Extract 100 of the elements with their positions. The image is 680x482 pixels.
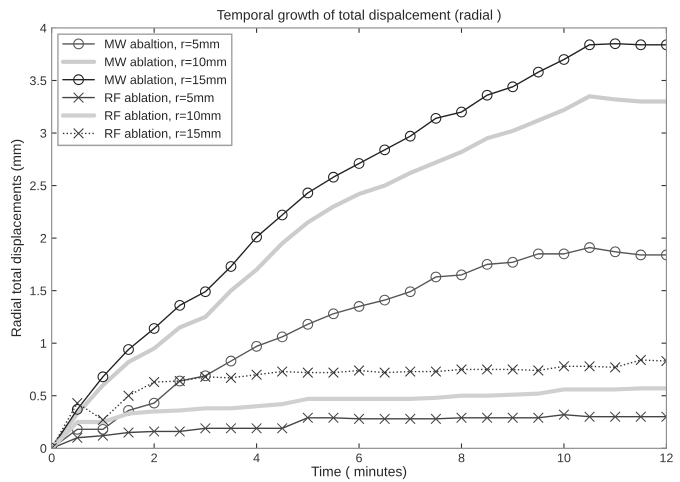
y-tick-label: 2: [40, 234, 46, 243]
y-tick-label: 1.5: [30, 286, 46, 296]
point: [558, 360, 570, 372]
x-tick-label: 4: [253, 454, 260, 462]
point: [302, 318, 314, 330]
point: [328, 172, 339, 183]
y-tick-label: 3.5: [30, 76, 46, 86]
point: [507, 256, 518, 268]
point: [302, 367, 314, 378]
x-tick-label: 10: [558, 453, 570, 462]
point: [532, 248, 544, 260]
point: [635, 39, 646, 50]
point: [379, 367, 390, 378]
point: [532, 66, 544, 78]
point: [430, 272, 442, 282]
legend-label: RF ablation, r=5mm: [105, 92, 214, 104]
point: [328, 308, 339, 320]
point: [584, 242, 595, 253]
point: [226, 372, 236, 384]
x-tick-label: 0: [48, 453, 55, 462]
point: [482, 364, 492, 375]
point: [507, 364, 518, 375]
legend-label: MW ablation, r=10mm: [105, 57, 226, 68]
point: [251, 369, 262, 380]
point: [302, 188, 314, 198]
x-tick-label: 6: [356, 453, 362, 462]
point: [558, 248, 570, 260]
point: [482, 90, 492, 101]
x-tick-label: 2: [151, 453, 157, 462]
point: [404, 286, 416, 298]
point: [430, 366, 442, 377]
point: [251, 340, 262, 352]
point: [354, 365, 364, 376]
y-tick-label: 3: [40, 128, 46, 138]
point: [276, 366, 288, 377]
chart-title: Temporal growth of total dispalcement (radial ): [216, 10, 501, 23]
point: [456, 364, 467, 375]
point: [276, 332, 288, 342]
point: [507, 81, 518, 92]
point: [610, 246, 621, 258]
point: [123, 344, 134, 355]
point: [72, 404, 83, 415]
point: [276, 422, 288, 434]
point: [148, 426, 160, 437]
point: [482, 258, 492, 270]
point: [226, 422, 236, 434]
point: [456, 270, 467, 280]
point: [404, 413, 416, 424]
y-tick-label: 2.5: [30, 181, 46, 190]
point: [404, 130, 416, 142]
point: [584, 411, 595, 422]
legend-label: MW ablation, r=15mm: [105, 75, 226, 86]
point: [226, 261, 236, 272]
point: [558, 409, 570, 420]
point: [507, 412, 518, 424]
point: [302, 412, 314, 424]
point: [328, 412, 339, 424]
point: [72, 398, 83, 408]
point: [98, 414, 108, 426]
y-tick-label: 1: [40, 339, 46, 348]
point: [148, 398, 160, 408]
y-tick-label: 0.5: [30, 392, 46, 400]
point: [456, 106, 467, 118]
point: [610, 362, 621, 373]
point: [98, 371, 108, 382]
legend-label: RF ablation, r=15mm: [105, 128, 220, 140]
point: [532, 365, 544, 376]
point: [532, 412, 544, 424]
point: [404, 366, 416, 377]
point: [584, 39, 595, 50]
x-tick-label: 8: [458, 453, 464, 462]
point: [379, 144, 390, 156]
point: [148, 376, 160, 388]
point: [610, 38, 621, 50]
point: [251, 232, 262, 242]
point: [354, 158, 364, 169]
point: [123, 390, 134, 402]
point: [251, 422, 262, 434]
point: [200, 286, 211, 298]
x-tick-label: 12: [660, 453, 673, 462]
y-axis-title: Radial total displacements (mm): [10, 140, 24, 336]
point: [174, 426, 186, 437]
point: [148, 323, 160, 334]
point: [430, 112, 442, 124]
point: [354, 301, 364, 312]
point: [379, 413, 390, 424]
point: [98, 430, 108, 442]
point: [635, 354, 646, 366]
point: [379, 294, 390, 306]
point: [276, 210, 288, 220]
point: [558, 54, 570, 65]
point: [584, 360, 595, 372]
point: [354, 413, 364, 424]
point: [72, 432, 83, 444]
point: [226, 356, 236, 366]
point: [456, 412, 467, 424]
point: [635, 250, 646, 260]
point: [610, 411, 621, 422]
point: [635, 411, 646, 422]
point: [430, 413, 442, 424]
